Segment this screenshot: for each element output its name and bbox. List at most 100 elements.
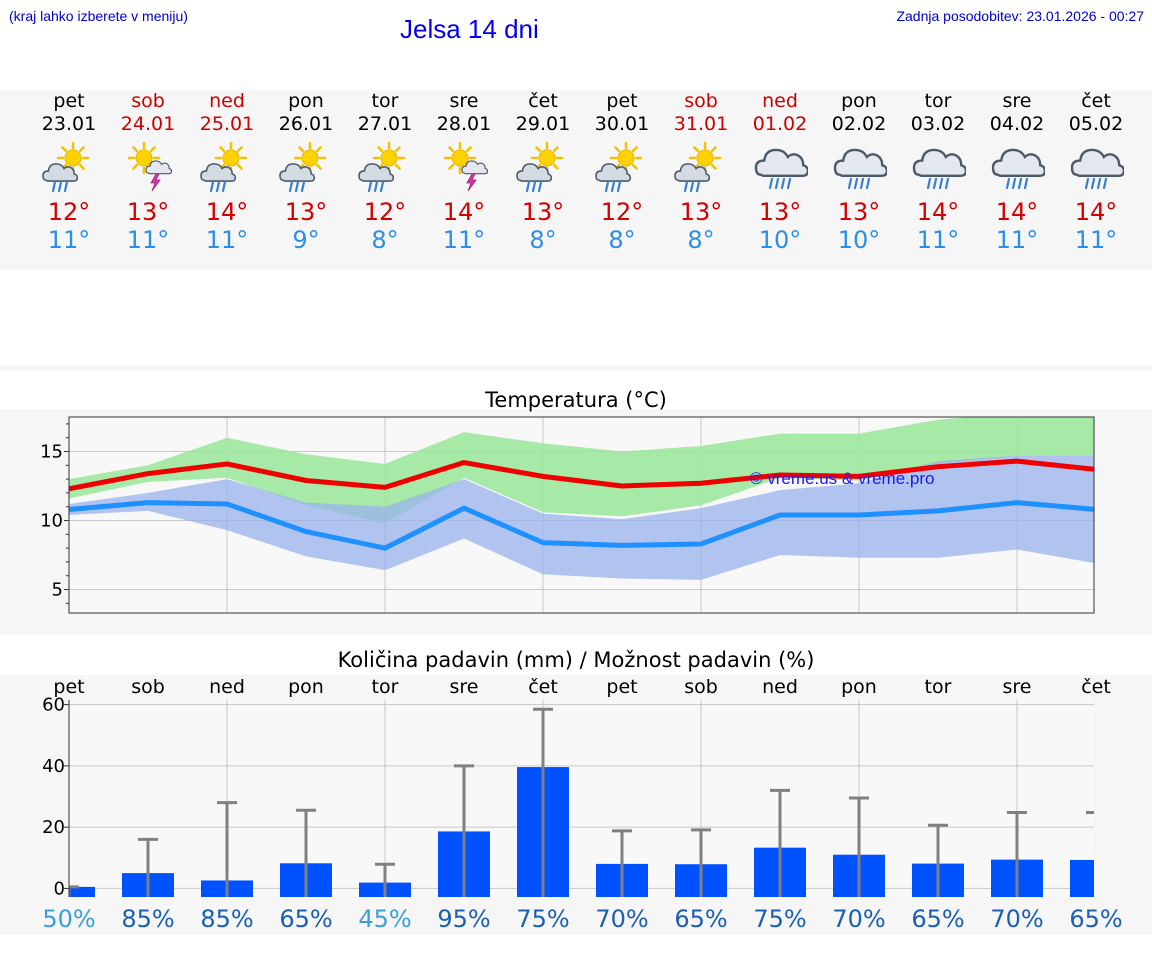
y-tick-label: 60 [42,695,65,716]
day-name: pet [53,90,85,112]
min-temp: 8° [687,226,715,254]
min-temp: 8° [529,226,557,254]
precip-bar [69,886,95,897]
day-column: pet 30.01 12° 8° [582,90,662,254]
precip-chance-label: 75% [516,905,569,933]
y-tick-label: 20 [42,817,65,838]
sun-thunder-icon [443,142,489,192]
min-temp: 11° [916,226,960,254]
plot-frame [68,416,1095,614]
x-day-label: sre [1003,676,1032,698]
precip-bar [1070,859,1094,897]
day-date: 03.02 [910,113,966,135]
min-temp: 11° [995,226,1039,254]
day-name: ned [762,90,798,112]
precip-chance-label: 50% [42,905,95,933]
min-temp: 11° [442,226,486,254]
min-temp: 8° [371,226,399,254]
day-column: tor 03.02 14° 11° [898,90,978,254]
precip-chance-label: 85% [121,905,174,933]
y-tick-label: 15 [40,442,63,463]
day-date: 24.01 [120,113,176,135]
day-date: 27.01 [357,113,413,135]
max-temp: 14° [1074,198,1118,226]
sun-cloud-rain-icon [358,142,406,193]
precip-chance-label: 70% [595,905,648,933]
day-date: 29.01 [515,113,571,135]
day-name: čet [1081,90,1111,112]
day-name: čet [528,90,558,112]
cloud-rain-icon [754,148,808,190]
divider [0,366,1152,370]
watermark: © vreme.us & vreme.pro [750,469,934,488]
sun-thunder-icon [127,142,173,192]
min-temp-range-band [69,455,1094,580]
min-temp: 9° [292,226,320,254]
x-day-label: sob [131,676,165,698]
day-column: sre 28.01 14° 11° [424,90,504,254]
day-name: sob [684,90,718,112]
forecast-band [0,90,1152,270]
precip-chance-label: 70% [990,905,1043,933]
precip-chance-label: 65% [911,905,964,933]
max-temp: 12° [47,198,91,226]
min-temp: 11° [205,226,249,254]
day-name: sre [449,90,479,112]
max-temp: 12° [600,198,644,226]
day-name: pon [841,90,877,112]
day-name: sre [1002,90,1032,112]
temperature-chart: © vreme.us & vreme.pro 5 10 15 [40,416,1095,614]
x-day-label: pet [53,676,84,698]
day-column: sob 31.01 13° 8° [661,90,741,254]
sun-cloud-rain-icon [674,142,722,193]
max-temp: 13° [679,198,723,226]
day-name: pon [288,90,324,112]
day-date: 28.01 [436,113,492,135]
day-date: 25.01 [199,113,255,135]
precip-chance-label: 65% [279,905,332,933]
y-tick-label: 40 [42,756,65,777]
sun-cloud-rain-icon [42,142,90,193]
sun-cloud-rain-icon [279,142,327,193]
day-column: pon 02.02 13° 10° [819,90,899,254]
x-day-label: tor [372,676,399,698]
y-tick-label: 5 [52,580,63,601]
sun-cloud-rain-icon [200,142,248,193]
precip-chance-label: 85% [200,905,253,933]
max-temp: 13° [758,198,802,226]
min-temp-line [69,500,1094,551]
precip-chance-label: 65% [674,905,727,933]
daily-forecast: pet 23.01 12° 11° sob 24.01 13° 11° ned 25.01 14° 1… [0,90,1152,270]
x-day-label: čet [528,676,558,698]
day-name: sob [131,90,165,112]
x-day-label: tor [925,676,952,698]
cloud-rain-icon [991,148,1045,190]
precip-chance-label: 70% [832,905,885,933]
x-day-label: sob [684,676,718,698]
day-date: 26.01 [278,113,334,135]
y-tick-label: 0 [54,878,65,899]
min-temp: 10° [837,226,881,254]
min-temp: 8° [608,226,636,254]
max-temp: 14° [205,198,249,226]
cloud-rain-icon [1070,148,1124,190]
day-column: ned 01.02 13° 10° [740,90,820,254]
location-hint: (kraj lahko izberete v meniju) [9,8,188,24]
max-temp: 14° [916,198,960,226]
x-day-label: pon [841,676,877,698]
cloud-rain-icon [912,148,966,190]
x-day-label: ned [209,676,245,698]
y-tick-label: 10 [40,511,63,532]
precip-chance-label: 45% [358,905,411,933]
min-temp: 11° [47,226,91,254]
page-title: Jelsa 14 dni [400,14,539,44]
x-day-label: pon [288,676,324,698]
max-temp: 13° [521,198,565,226]
cloud-rain-icon [833,148,887,190]
precipitation-chart-title: Količina padavin (mm) / Možnost padavin … [337,648,815,672]
max-temp-range-band [69,417,1094,524]
day-date: 04.02 [989,113,1045,135]
max-temp: 13° [837,198,881,226]
x-day-label: sre [450,676,479,698]
